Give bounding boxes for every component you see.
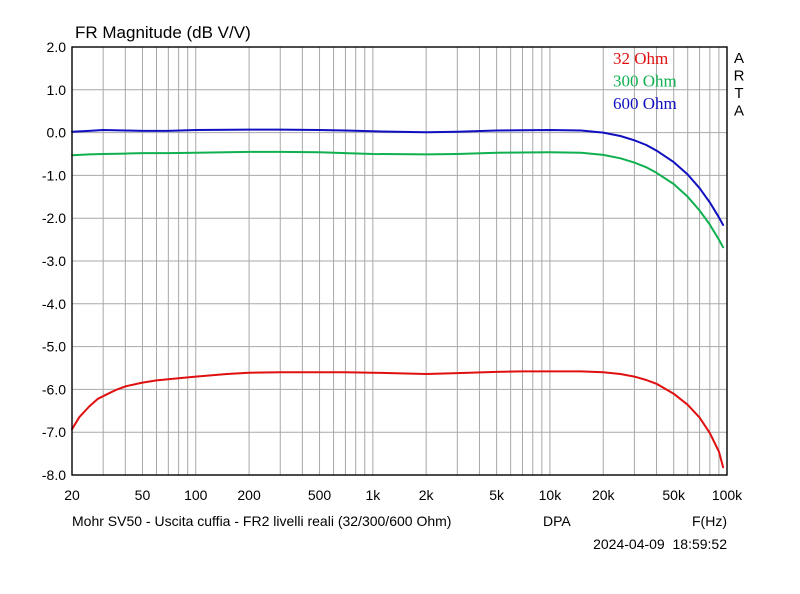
brand-letter: R [734, 68, 745, 85]
x-tick-label: 100 [184, 487, 208, 503]
x-tick-label: 2k [419, 487, 435, 503]
timestamp: 2024-04-09 18:59:52 [593, 536, 727, 552]
legend-entry: 600 Ohm [613, 94, 677, 113]
y-tick-label: -1.0 [42, 167, 66, 183]
brand-letter: A [734, 103, 744, 120]
y-tick-label: -5.0 [42, 339, 66, 355]
x-tick-label: 5k [489, 487, 505, 503]
tick-labels: 20 50 100 200 500 1k 2k 5k 10k 20k 50k 100k 2.0 1.0 0.… [42, 39, 743, 503]
x-tick-label: 20 [64, 487, 80, 503]
y-tick-label: -2.0 [42, 210, 66, 226]
y-tick-label: 0.0 [47, 125, 67, 141]
chart-title: FR Magnitude (dB V/V) [75, 23, 251, 42]
footer-caption: Mohr SV50 - Uscita cuffia - FR2 livelli … [72, 513, 451, 529]
y-tick-label: -6.0 [42, 381, 66, 397]
y-tick-label: -8.0 [42, 467, 66, 483]
x-tick-label: 500 [308, 487, 332, 503]
x-tick-label: 1k [365, 487, 381, 503]
x-tick-label: 20k [592, 487, 616, 503]
y-tick-label: 1.0 [47, 82, 67, 98]
legend-entry: 300 Ohm [613, 72, 677, 91]
x-axis-label: F(Hz) [692, 513, 727, 529]
brand-letter: T [734, 85, 743, 102]
plot-frame [71, 46, 728, 476]
y-tick-label: -4.0 [42, 296, 66, 312]
series-line-1 [71, 370, 725, 469]
y-tick-label: 2.0 [47, 39, 67, 55]
y-tick-label: -3.0 [42, 253, 66, 269]
brand-letter: A [734, 50, 744, 67]
footer-tag: DPA [543, 513, 571, 529]
grid-lines [72, 47, 727, 475]
series-line-2 [71, 150, 725, 249]
y-tick-label: -7.0 [42, 424, 66, 440]
series-line-3 [71, 128, 725, 226]
legend: 32 Ohm 300 Ohm 600 Ohm [613, 49, 677, 113]
series-lines [71, 128, 725, 469]
x-tick-label: 50 [135, 487, 151, 503]
x-tick-label: 100k [712, 487, 743, 503]
legend-entry: 32 Ohm [613, 49, 668, 68]
x-tick-label: 50k [662, 487, 686, 503]
x-tick-label: 200 [237, 487, 261, 503]
x-tick-label: 10k [539, 487, 563, 503]
